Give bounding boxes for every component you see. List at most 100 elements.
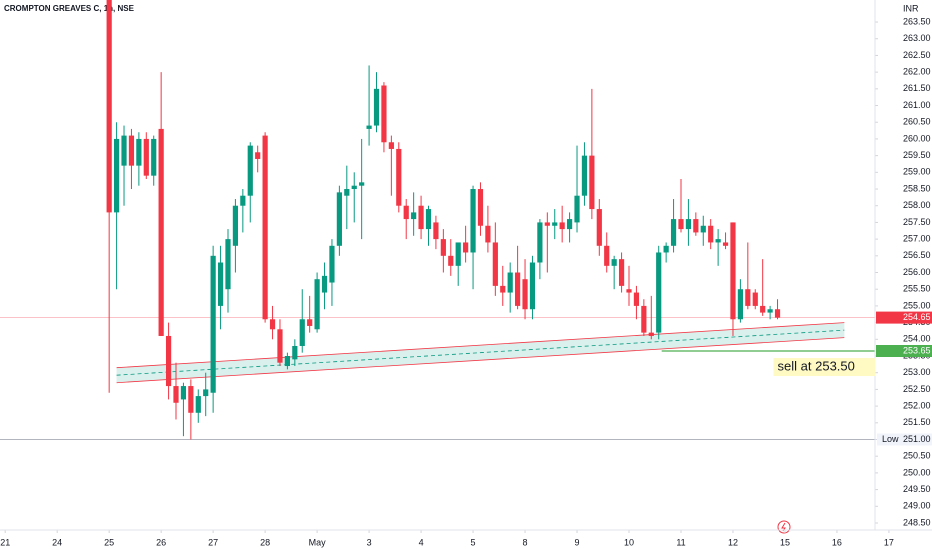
candle-body — [492, 242, 498, 286]
candle-body — [373, 88, 380, 126]
candle-body — [760, 305, 766, 313]
last-price-label: 254.65 — [903, 312, 931, 322]
candle-body — [648, 332, 654, 336]
x-tick-label: 16 — [832, 537, 842, 547]
candle-body — [344, 189, 350, 196]
y-tick-label: 255.50 — [903, 284, 931, 294]
y-tick-label: 263.50 — [903, 16, 931, 26]
channel-mid — [116, 329, 845, 376]
y-tick-label: 262.00 — [903, 67, 931, 77]
candle-body — [203, 389, 209, 397]
y-tick-label: 251.50 — [903, 417, 931, 427]
candle-body — [425, 209, 432, 230]
candle-body — [299, 319, 305, 346]
candle-body — [566, 219, 573, 230]
candle-body — [121, 135, 127, 166]
candle-body — [656, 252, 662, 333]
x-tick-label: May — [309, 537, 327, 547]
y-tick-label: 261.00 — [903, 100, 931, 110]
candle-body — [240, 195, 246, 206]
candle-body — [500, 285, 506, 293]
y-tick-label: 258.50 — [903, 183, 931, 193]
candle-body — [366, 125, 372, 129]
candle-body — [106, 0, 112, 213]
candle-body — [507, 272, 513, 293]
candle-body — [663, 245, 669, 253]
candle-body — [745, 289, 751, 306]
candle-body — [321, 275, 328, 293]
y-tick-label: 263.00 — [903, 33, 931, 43]
x-tick-label: 3 — [367, 537, 372, 547]
x-tick-label: 5 — [471, 537, 476, 547]
candle-body — [737, 289, 744, 320]
x-tick-label: 8 — [523, 537, 528, 547]
candle-body — [440, 239, 446, 256]
candle-body — [165, 335, 172, 387]
chart-title: CROMPTON GREAVES C, 1h, NSE — [4, 4, 135, 13]
candle-body — [529, 262, 536, 310]
candle-body — [232, 205, 239, 246]
candle-body — [351, 185, 357, 190]
y-tick-label: 256.50 — [903, 250, 931, 260]
candle-body — [604, 245, 610, 266]
candle-body — [455, 242, 461, 266]
candle-body — [284, 356, 290, 367]
candle-body — [700, 225, 706, 233]
y-tick-label: 252.00 — [903, 400, 931, 410]
channel-upper — [116, 322, 845, 369]
candle-body — [217, 262, 224, 306]
currency: INR — [903, 3, 919, 13]
candle-body — [396, 148, 402, 206]
low-tag — [877, 433, 932, 446]
y-tick-label: 257.00 — [903, 233, 931, 243]
candle-body — [307, 319, 313, 326]
candle-body — [522, 279, 528, 310]
y-tick-label: 256.00 — [903, 267, 931, 277]
x-tick-label: 17 — [884, 537, 894, 547]
candle-body — [626, 289, 632, 293]
candle-body — [559, 222, 565, 230]
candle-body — [552, 222, 558, 226]
y-tick-label: 261.50 — [903, 83, 931, 93]
x-tick-label: 26 — [156, 537, 166, 547]
y-tick-label: 253.00 — [903, 367, 931, 377]
candle-body — [611, 259, 617, 266]
candle-body — [336, 192, 342, 246]
candle-body — [670, 219, 677, 246]
x-tick-label: 27 — [208, 537, 218, 547]
candle-body — [470, 189, 476, 253]
candle-body — [693, 219, 699, 233]
candle-body — [277, 329, 283, 363]
low-label: Low — [882, 434, 899, 444]
y-tick-label: 259.00 — [903, 167, 931, 177]
y-tick-label: 258.00 — [903, 200, 931, 210]
y-tick-label: 262.50 — [903, 50, 931, 60]
candle-body — [128, 135, 135, 166]
y-tick-label: 254.00 — [903, 334, 931, 344]
y-tick-label: 257.50 — [903, 217, 931, 227]
x-tick-label: 21 — [0, 537, 10, 547]
candle-body — [247, 145, 253, 196]
y-tick-label: 248.50 — [903, 517, 931, 527]
candle-body — [210, 255, 216, 393]
x-tick-label: 12 — [728, 537, 738, 547]
candle-body — [515, 272, 521, 306]
candle-body — [589, 155, 595, 210]
candle-body — [143, 138, 149, 176]
sell-tag-label: 253.65 — [903, 345, 931, 355]
annotation: sell at 253.50 — [778, 358, 855, 373]
y-tick-label: 252.50 — [903, 384, 931, 394]
candle-body — [225, 239, 231, 290]
candle-body — [269, 319, 276, 330]
candle-body — [403, 205, 409, 220]
channel-lower — [116, 337, 845, 384]
candle-body — [633, 292, 640, 306]
candle-body — [537, 222, 543, 263]
candle-body — [730, 222, 736, 320]
x-tick-label: 11 — [676, 537, 685, 547]
candle-body — [752, 292, 758, 306]
plot-area — [0, 0, 875, 440]
candle-body — [359, 182, 365, 186]
candle-body — [774, 309, 781, 318]
candle-body — [708, 225, 714, 243]
